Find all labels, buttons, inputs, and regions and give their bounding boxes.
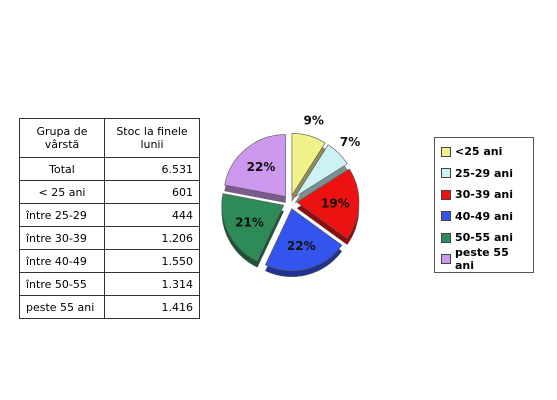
pie-slice-6 <box>224 134 286 197</box>
data-table: Grupa de vârstă Stoc la finele lunii Tot… <box>19 118 200 319</box>
row-label: între 30-39 <box>19 226 105 250</box>
legend-item: 40-49 ani <box>441 206 527 228</box>
header-age-group: Grupa de vârstă <box>19 118 105 158</box>
legend-item: 25-29 ani <box>441 163 527 185</box>
pie-slice-3 <box>296 168 360 240</box>
legend-item: 50-55 ani <box>441 227 527 249</box>
row-label: < 25 ani <box>19 180 105 204</box>
legend-swatch <box>441 254 451 265</box>
table-row: între 50-55 1.314 <box>19 272 200 296</box>
legend-item: peste 55 ani <box>441 246 527 273</box>
pie-label-3: 19% <box>321 196 350 210</box>
legend-label: peste 55 ani <box>455 246 509 273</box>
legend-label: <25 ani <box>455 145 503 159</box>
row-value: 1.314 <box>104 272 200 296</box>
row-value: 601 <box>104 180 200 204</box>
legend-swatch <box>441 146 451 157</box>
row-value: 1.550 <box>104 249 200 273</box>
legend-label: 30-39 ani <box>455 188 514 202</box>
table-row: < 25 ani 601 <box>19 180 200 204</box>
pie-label-4: 22% <box>287 239 316 253</box>
row-label: între 25-29 <box>19 203 105 227</box>
pie-slices <box>221 132 360 277</box>
row-value: 6.531 <box>104 157 200 181</box>
pie-chart: 9% 7% 19% 22% 21% 22% <box>221 113 360 277</box>
legend-swatch <box>441 232 451 243</box>
pie-label-6: 22% <box>247 160 276 174</box>
pie-slice-1 <box>291 132 326 197</box>
row-label: între 50-55 <box>19 272 105 296</box>
table-header-row: Grupa de vârstă Stoc la finele lunii <box>19 118 200 158</box>
table-row: între 30-39 1.206 <box>19 226 200 250</box>
row-value: 1.416 <box>104 295 200 319</box>
pie-label-1: 9% <box>304 113 324 127</box>
pie-label-2: 7% <box>340 135 360 149</box>
legend-swatch <box>441 189 451 200</box>
pie-slice-4 <box>264 208 343 272</box>
pie-label-5: 21% <box>235 216 264 230</box>
table-row: între 25-29 444 <box>19 203 200 227</box>
legend-item: 30-39 ani <box>441 184 527 206</box>
legend: <25 ani 25-29 ani 30-39 ani 40-49 ani 50-55 … <box>434 137 534 273</box>
pie-slice-5 <box>221 193 285 262</box>
row-value: 1.206 <box>104 226 200 250</box>
legend-label: 50-55 ani <box>455 231 514 245</box>
table-row: între 40-49 1.550 <box>19 249 200 273</box>
legend-label: 25-29 ani <box>455 166 514 180</box>
row-label: peste 55 ani <box>19 295 105 319</box>
row-label: Total <box>19 157 105 181</box>
legend-swatch <box>441 168 451 179</box>
header-stock: Stoc la finele lunii <box>104 118 200 158</box>
pie-slice-2 <box>294 144 348 198</box>
row-label: între 40-49 <box>19 249 105 273</box>
table-row: Total 6.531 <box>19 157 200 181</box>
table-row: peste 55 ani 1.416 <box>19 295 200 319</box>
pie-labels: 9% 7% 19% 22% 21% 22% <box>235 113 360 253</box>
legend-label: 40-49 ani <box>455 209 514 223</box>
row-value: 444 <box>104 203 200 227</box>
legend-swatch <box>441 211 451 222</box>
legend-item: <25 ani <box>441 141 527 163</box>
